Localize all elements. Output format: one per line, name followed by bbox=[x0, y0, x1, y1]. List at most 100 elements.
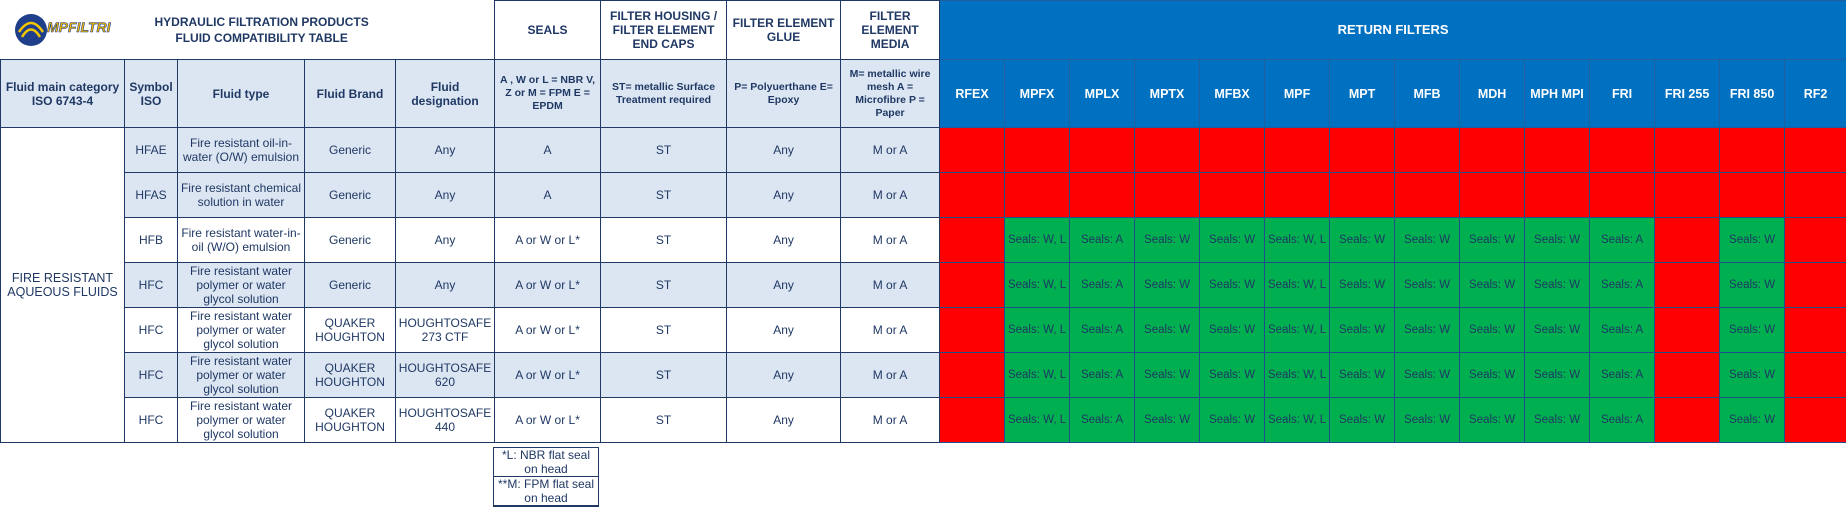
data-cell: QUAKER HOUGHTON bbox=[304, 352, 396, 398]
data-row: HFC Fire resistant water polymer or water… bbox=[1, 307, 1846, 353]
compatible-cell: Seals: W, L bbox=[1004, 352, 1071, 398]
data-cell: Any bbox=[726, 307, 842, 353]
compatible-cell: Seals: W bbox=[1524, 217, 1591, 263]
incompatible-cell bbox=[1654, 262, 1721, 308]
filter-header: MPT bbox=[1329, 59, 1396, 128]
compatible-cell: Seals: A bbox=[1069, 397, 1136, 443]
filter-header: FRI 850 bbox=[1719, 59, 1786, 128]
incompatible-cell bbox=[1654, 352, 1721, 398]
compatible-cell: Seals: W bbox=[1394, 262, 1461, 308]
filter-header: MFB bbox=[1394, 59, 1461, 128]
data-row: HFC Fire resistant water polymer or water… bbox=[1, 262, 1846, 308]
data-cell: Any bbox=[726, 352, 842, 398]
compatible-cell: Seals: W bbox=[1719, 307, 1786, 353]
compatible-cell: Seals: W bbox=[1524, 307, 1591, 353]
incompatible-cell bbox=[1784, 397, 1846, 443]
incompatible-cell bbox=[1784, 172, 1846, 218]
data-cell: Fire resistant water polymer or water gl… bbox=[177, 307, 305, 353]
compatible-cell: Seals: W bbox=[1329, 262, 1396, 308]
data-cell: M or A bbox=[840, 262, 941, 308]
compatible-cell: Seals: W bbox=[1134, 307, 1201, 353]
data-cell: Generic bbox=[304, 217, 396, 263]
column-header: Fluid designation bbox=[394, 59, 496, 128]
data-cell: Fire resistant oil-in-water (O/W) emulsi… bbox=[177, 127, 305, 173]
incompatible-cell bbox=[1264, 127, 1331, 173]
data-row: HFAS Fire resistant chemical solution in … bbox=[1, 172, 1846, 218]
compatible-cell: Seals: W bbox=[1394, 397, 1461, 443]
data-cell: M or A bbox=[840, 397, 941, 443]
category-cell: FIRE RESISTANT AQUEOUS FLUIDS bbox=[0, 127, 125, 443]
compatible-cell: Seals: W bbox=[1134, 352, 1201, 398]
footnotes: *L: NBR flat seal on head **M: FPM flat s… bbox=[493, 447, 599, 507]
compatible-cell: Seals: A bbox=[1069, 307, 1136, 353]
compatible-cell: Seals: W bbox=[1394, 307, 1461, 353]
compatible-cell: Seals: A bbox=[1589, 352, 1656, 398]
compatible-cell: Seals: A bbox=[1589, 217, 1656, 263]
title-line: HYDRAULIC FILTRATION PRODUCTS bbox=[154, 14, 369, 29]
logo-title: MPFILTRI HYDRAULIC FILTRATION PRODUCTS FLU… bbox=[1, 1, 494, 58]
data-cell: Fire resistant water polymer or water gl… bbox=[177, 262, 305, 308]
compatible-cell: Seals: W bbox=[1524, 352, 1591, 398]
data-row: HFB Fire resistant water-in-oil (W/O) emu… bbox=[1, 217, 1846, 263]
logo: MPFILTRI bbox=[14, 13, 111, 46]
data-cell: HOUGHTOSAFE 273 CTF bbox=[394, 307, 496, 353]
incompatible-cell bbox=[1459, 127, 1526, 173]
compatible-cell: Seals: W bbox=[1459, 262, 1526, 308]
data-cell: M or A bbox=[840, 307, 941, 353]
compatible-cell: Seals: W bbox=[1329, 307, 1396, 353]
footnote: **M: FPM flat seal on head bbox=[493, 477, 599, 507]
compatible-cell: Seals: A bbox=[1069, 352, 1136, 398]
data-cell: HFAS bbox=[124, 172, 178, 218]
data-cell: Fire resistant chemical solution in wate… bbox=[177, 172, 305, 218]
data-cell: ST bbox=[600, 397, 728, 443]
incompatible-cell bbox=[1134, 127, 1201, 173]
data-cell: Any bbox=[394, 262, 496, 308]
data-cell: Generic bbox=[304, 172, 396, 218]
data-row: HFC Fire resistant water polymer or water… bbox=[1, 352, 1846, 398]
data-cell: HFB bbox=[124, 217, 178, 263]
incompatible-cell bbox=[1719, 172, 1786, 218]
data-cell: Any bbox=[394, 172, 496, 218]
column-header: Fluid type bbox=[177, 59, 305, 128]
column-header: M= metallic wire mesh A = Microfibre P =… bbox=[840, 59, 941, 128]
incompatible-cell bbox=[1199, 172, 1266, 218]
header-row: MPFILTRI HYDRAULIC FILTRATION PRODUCTS FLU… bbox=[0, 0, 1846, 60]
incompatible-cell bbox=[1654, 127, 1721, 173]
compatible-cell: Seals: W, L bbox=[1264, 307, 1331, 353]
compatible-cell: Seals: W bbox=[1199, 397, 1266, 443]
data-cell: A or W or L* bbox=[494, 397, 602, 443]
data-cell: Any bbox=[726, 397, 842, 443]
column-header: P= Polyuerthane E= Epoxy bbox=[726, 59, 842, 128]
compatible-cell: Seals: W bbox=[1524, 397, 1591, 443]
data-cell: QUAKER HOUGHTON bbox=[304, 397, 396, 443]
filter-header: MDH bbox=[1459, 59, 1526, 128]
data-cell: HFC bbox=[124, 307, 178, 353]
column-header-row: Fluid main category ISO 6743-4 Symbol ISO… bbox=[0, 59, 1846, 128]
filter-header: MFBX bbox=[1199, 59, 1266, 128]
incompatible-cell bbox=[1524, 127, 1591, 173]
footnote: *L: NBR flat seal on head bbox=[493, 447, 599, 477]
data-cell: HFC bbox=[124, 352, 178, 398]
group-header: FILTER HOUSING / FILTER ELEMENT END CAPS bbox=[600, 0, 728, 60]
data-cell: Fire resistant water polymer or water gl… bbox=[177, 397, 305, 443]
incompatible-cell bbox=[1459, 172, 1526, 218]
compatible-cell: Seals: W, L bbox=[1264, 352, 1331, 398]
data-cell: ST bbox=[600, 262, 728, 308]
filter-header: MPFX bbox=[1004, 59, 1071, 128]
data-cell: HOUGHTOSAFE 620 bbox=[394, 352, 496, 398]
data-cell: M or A bbox=[840, 217, 941, 263]
incompatible-cell bbox=[1589, 172, 1656, 218]
compatible-cell: Seals: W bbox=[1394, 217, 1461, 263]
compatible-cell: Seals: A bbox=[1069, 217, 1136, 263]
group-header: FILTER ELEMENT MEDIA bbox=[840, 0, 941, 60]
data-cell: QUAKER HOUGHTON bbox=[304, 307, 396, 353]
compatible-cell: Seals: W, L bbox=[1264, 397, 1331, 443]
incompatible-cell bbox=[939, 127, 1006, 173]
data-cell: ST bbox=[600, 172, 728, 218]
title-line: FLUID COMPATIBILITY TABLE bbox=[175, 30, 348, 45]
data-cell: A bbox=[494, 172, 602, 218]
incompatible-cell bbox=[1069, 127, 1136, 173]
filter-header: MPF bbox=[1264, 59, 1331, 128]
incompatible-cell bbox=[1004, 172, 1071, 218]
